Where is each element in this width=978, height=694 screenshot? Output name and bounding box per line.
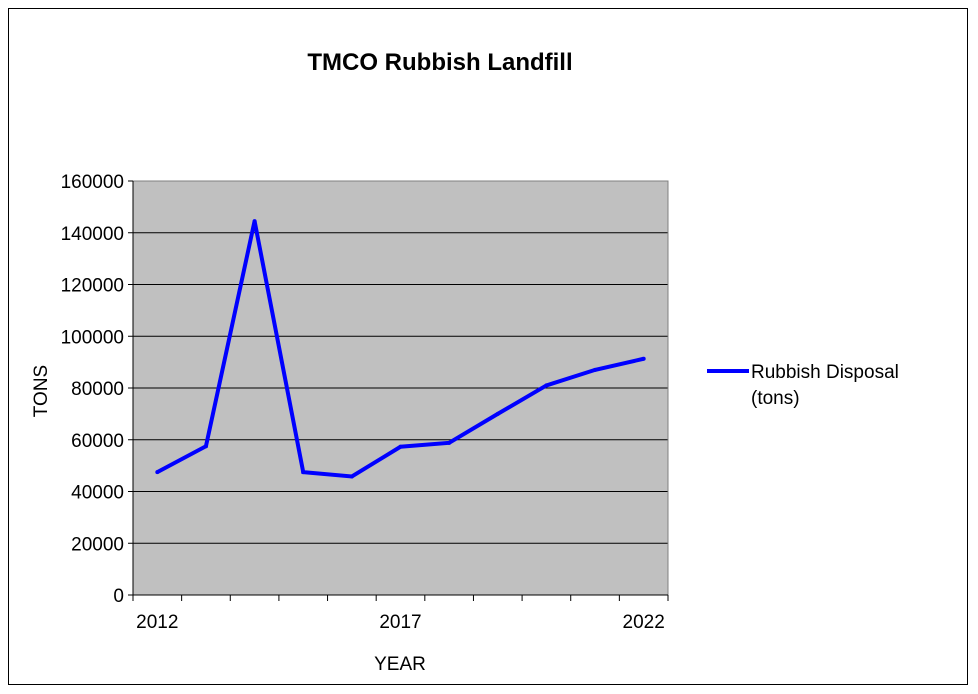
data-point (155, 470, 160, 475)
chart-title: TMCO Rubbish Landfill (307, 49, 572, 76)
y-tick-label: 0 (113, 586, 124, 607)
y-tick-label: 40000 (71, 483, 124, 504)
data-point (544, 383, 549, 388)
y-axis-title: TONS (31, 365, 52, 417)
data-point (495, 411, 500, 416)
legend-label: (tons) (751, 388, 800, 409)
data-point (593, 367, 598, 372)
data-point (203, 444, 208, 449)
x-tick-label: 2012 (136, 612, 178, 633)
data-point (301, 470, 306, 475)
data-point (252, 219, 257, 224)
legend: Rubbish Disposal (tons) (707, 362, 899, 409)
y-tick-label: 140000 (61, 224, 124, 245)
y-tick-label: 60000 (71, 431, 124, 452)
chart-frame: TMCO Rubbish Landfill 0 20000 40000 60000 80… (8, 8, 968, 685)
data-point (398, 444, 403, 449)
y-tick-label: 20000 (71, 534, 124, 555)
y-tick-label: 80000 (71, 379, 124, 400)
x-tick-label: 2017 (379, 612, 421, 633)
data-point (447, 440, 452, 445)
y-tick-label: 160000 (61, 172, 124, 193)
data-point (641, 356, 646, 361)
legend-label: Rubbish Disposal (751, 362, 899, 383)
y-axis-ticks: 0 20000 40000 60000 80000 100000 120000 140000 1… (61, 172, 133, 607)
x-axis-title: YEAR (374, 654, 426, 675)
y-tick-label: 100000 (61, 327, 124, 348)
x-axis-ticks: 2012 2017 2022 (132, 595, 669, 633)
series-lines (155, 219, 646, 479)
y-tick-label: 120000 (61, 276, 124, 297)
x-tick-label: 2022 (623, 612, 665, 633)
line-chart: TMCO Rubbish Landfill 0 20000 40000 60000 80… (31, 49, 899, 675)
data-point (349, 474, 354, 479)
